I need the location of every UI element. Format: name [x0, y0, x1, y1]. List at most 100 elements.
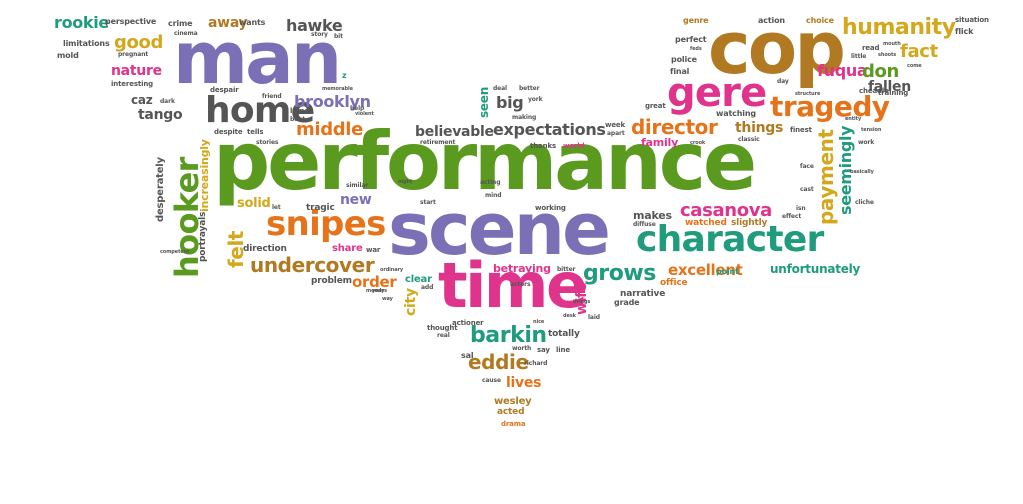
- word-shoots: shoots: [878, 52, 897, 58]
- word-hawke: hawke: [286, 16, 343, 35]
- word-face: face: [800, 163, 814, 170]
- word-world: world: [563, 142, 585, 150]
- word-pregnant: pregnant: [118, 51, 149, 58]
- word-unfortunately: unfortunately: [770, 262, 861, 276]
- word-z: z: [342, 71, 347, 80]
- word-wants: wants: [239, 18, 266, 27]
- word-cast: cast: [800, 186, 814, 193]
- word-fallen: fallen: [868, 79, 911, 95]
- word-entity: entity: [845, 116, 862, 122]
- word-undercover: undercover: [250, 253, 375, 277]
- word-police: police: [671, 55, 697, 64]
- word-solid: solid: [237, 196, 271, 211]
- word-friend: friend: [262, 93, 282, 100]
- word-narrative: narrative: [620, 289, 666, 299]
- word-thought: thought: [427, 324, 458, 332]
- word-cinema: cinema: [174, 30, 198, 37]
- word-makes: makes: [633, 209, 672, 222]
- word-limitations: limitations: [63, 39, 110, 48]
- word-clear: clear: [405, 274, 432, 285]
- word-big: big: [496, 93, 524, 112]
- word-mouth: mouth: [883, 41, 901, 47]
- word-desk: desk: [563, 313, 576, 319]
- word-actors: actors: [510, 281, 531, 288]
- word-brings: brings: [573, 299, 591, 305]
- word-actioner: actioner: [452, 319, 484, 327]
- word-problem: problem: [311, 276, 352, 286]
- word-york: york: [528, 96, 543, 103]
- word-cheadle: cheadle: [859, 87, 889, 95]
- word-man: man: [173, 16, 342, 100]
- word-moody: moody: [366, 288, 385, 294]
- word-final: final: [670, 67, 690, 76]
- word-watched: watched: [685, 218, 727, 228]
- word-thanks: thanks: [530, 142, 557, 150]
- word-situation: situation: [955, 16, 989, 24]
- word-watching: watching: [716, 109, 756, 118]
- word-finest: finest: [790, 126, 812, 134]
- word-rookie: rookie: [54, 13, 109, 32]
- word-cop: cop: [708, 6, 846, 90]
- word-lives: lives: [506, 375, 542, 391]
- word-increasingly: increasingly: [198, 139, 211, 212]
- word-character: character: [636, 219, 824, 260]
- word-despair: despair: [210, 86, 239, 94]
- word-fact: fact: [900, 41, 938, 62]
- word-lumet: lumet: [290, 107, 313, 115]
- word-barkin: barkin: [470, 323, 547, 348]
- word-tension: tension: [861, 127, 882, 133]
- word-years: years: [372, 288, 387, 294]
- word-time: time: [438, 249, 588, 322]
- word-tragedy: tragedy: [770, 90, 890, 123]
- word-start: start: [420, 199, 436, 206]
- word-tragic: tragic: [306, 203, 335, 213]
- word-sal: sal: [461, 351, 474, 360]
- word-drama: drama: [501, 420, 526, 428]
- word-share: share: [332, 243, 363, 254]
- word-mind: mind: [485, 192, 502, 199]
- word-good: good: [114, 32, 164, 53]
- word-training: training: [878, 89, 909, 97]
- word-diffuse: diffuse: [633, 221, 656, 228]
- word-great: great: [645, 102, 666, 110]
- word-office: office: [660, 278, 688, 288]
- word-bent: bent: [290, 116, 306, 123]
- word-basically: basically: [850, 169, 874, 175]
- word-little: little: [851, 53, 867, 60]
- word-war: war: [366, 246, 381, 254]
- word-isn: isn: [796, 205, 806, 212]
- word-ordinary: ordinary: [380, 267, 404, 273]
- word-order: order: [352, 273, 397, 291]
- word-way: way: [382, 296, 393, 302]
- word-apart: apart: [607, 130, 625, 137]
- word-flick: flick: [955, 27, 974, 36]
- word-scene: scene: [388, 187, 611, 271]
- word-seen: seen: [477, 86, 491, 118]
- word-effect: effect: [782, 213, 802, 220]
- word-grows: grows: [583, 261, 656, 286]
- word-family: family: [641, 136, 679, 149]
- word-work: work: [858, 139, 875, 146]
- word-read: read: [862, 44, 880, 52]
- word-structure: structure: [795, 91, 821, 97]
- word-middle: middle: [296, 119, 363, 140]
- word-tells: tells: [247, 128, 264, 136]
- word-perfect: perfect: [675, 35, 707, 44]
- word-tango: tango: [138, 107, 183, 123]
- word-believable: believable: [415, 124, 494, 140]
- word-competent: competent: [160, 249, 190, 255]
- word-laid: laid: [588, 314, 600, 321]
- word-week: week: [605, 121, 626, 129]
- word-help: help: [350, 105, 365, 112]
- word-cliche: cliche: [855, 199, 874, 206]
- word-away: away: [208, 15, 248, 31]
- word-interesting: interesting: [111, 80, 154, 88]
- word-action: action: [758, 16, 785, 25]
- word-director: director: [631, 115, 718, 139]
- word-brooklyn: brooklyn: [294, 92, 371, 111]
- word-say: say: [537, 346, 550, 354]
- word-worth: worth: [512, 345, 532, 352]
- word-eddie: eddie: [468, 350, 529, 374]
- word-payment: payment: [814, 129, 838, 225]
